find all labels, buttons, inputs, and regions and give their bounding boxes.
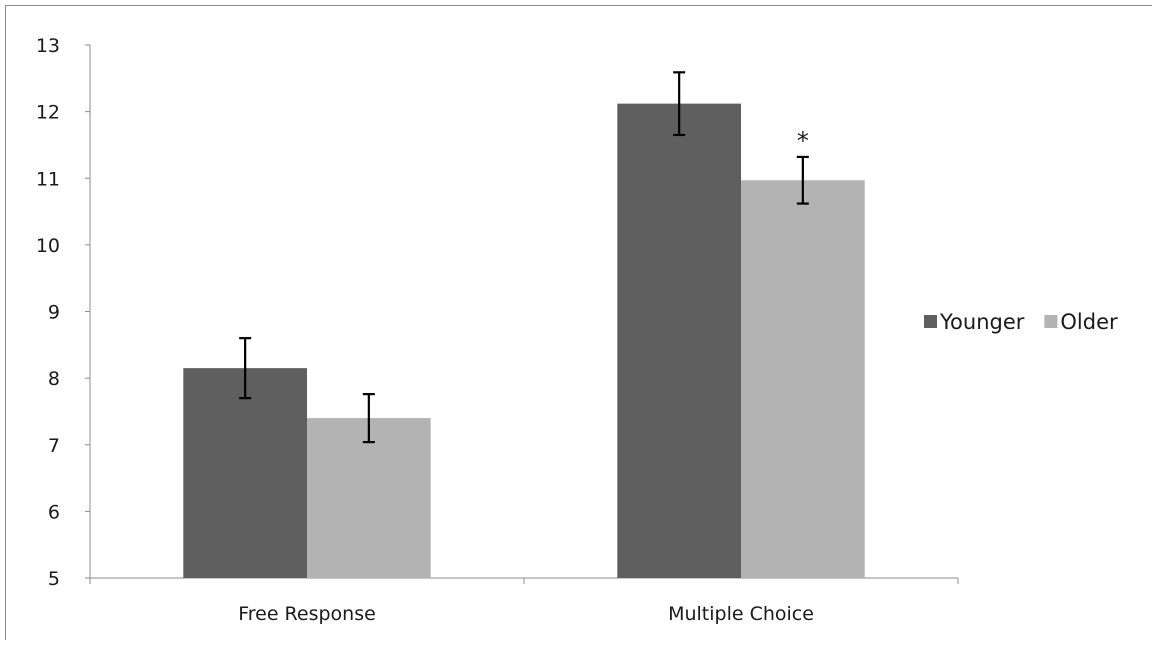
legend-swatch-younger <box>924 315 937 328</box>
legend-swatch-older <box>1044 315 1058 328</box>
y-tick-label: 8 <box>48 368 60 390</box>
y-tick-label: 13 <box>36 35 60 57</box>
y-tick-label: 7 <box>48 435 60 457</box>
y-tick-label: 10 <box>36 235 60 257</box>
legend-label-younger: Younger <box>939 310 1025 334</box>
y-tick-label: 12 <box>36 102 60 124</box>
bar-older <box>741 180 865 578</box>
bar-older <box>307 418 431 578</box>
bar-younger <box>183 368 307 578</box>
y-tick-label: 5 <box>48 568 60 590</box>
y-tick-label: 11 <box>36 168 60 190</box>
legend-label-older: Older <box>1060 310 1118 334</box>
bar-younger <box>617 103 741 578</box>
y-tick-label: 6 <box>48 501 60 523</box>
y-tick-label: 9 <box>48 302 60 324</box>
x-tick-label: Free Response <box>238 603 376 625</box>
significance-marker: * <box>797 127 809 155</box>
x-tick-label: Multiple Choice <box>668 603 814 625</box>
